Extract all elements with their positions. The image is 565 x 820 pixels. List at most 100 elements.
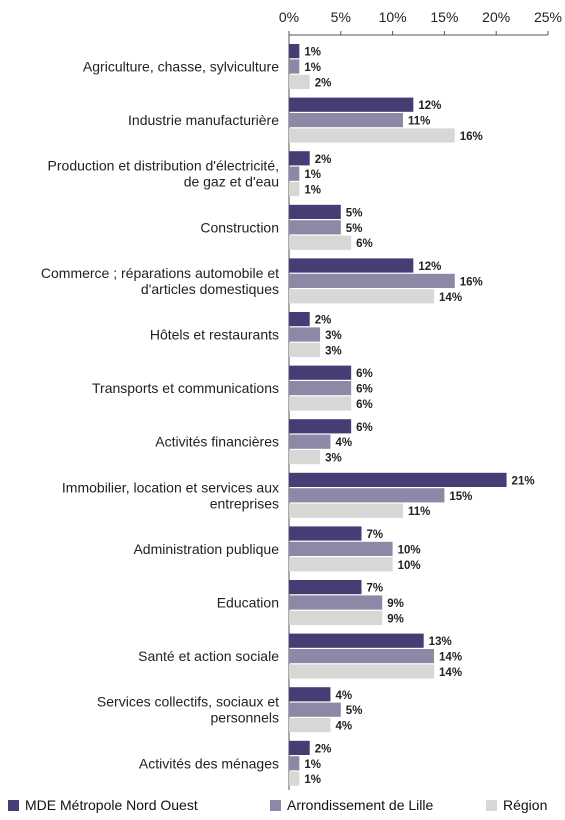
data-label: 9% — [387, 613, 404, 625]
data-label: 13% — [429, 636, 452, 648]
bar — [289, 273, 455, 288]
bar — [289, 204, 341, 219]
bar — [289, 327, 321, 342]
bar — [289, 718, 331, 733]
data-label: 5% — [346, 705, 363, 717]
legend-swatch-region — [486, 799, 497, 811]
category-label: Production et distribution d'électricité… — [48, 158, 279, 174]
bar — [289, 756, 300, 771]
data-label: 4% — [335, 721, 352, 733]
x-tick-label: 5% — [331, 9, 351, 25]
data-label: 12% — [418, 261, 441, 273]
data-label: 15% — [449, 491, 472, 503]
bar — [289, 541, 393, 556]
bar — [289, 702, 341, 717]
bar — [289, 365, 352, 380]
bar — [289, 113, 403, 128]
bar — [289, 472, 507, 487]
bar — [289, 396, 352, 411]
data-label: 11% — [408, 116, 430, 128]
category-label: Activités financières — [155, 434, 279, 450]
bar — [289, 580, 362, 595]
data-label: 2% — [315, 743, 332, 755]
bar — [289, 59, 300, 74]
data-label: 14% — [439, 667, 462, 679]
data-label: 1% — [304, 169, 321, 181]
category-label: Immobilier, location et services aux — [62, 479, 279, 495]
bar — [289, 503, 403, 518]
data-label: 14% — [439, 292, 462, 304]
data-label: 1% — [304, 185, 321, 197]
data-label: 10% — [398, 560, 421, 572]
bar — [289, 633, 424, 648]
legend-item-mde: MDE Métropole Nord Ouest — [8, 797, 198, 813]
bar — [289, 44, 300, 59]
bar — [289, 664, 435, 679]
bar — [289, 381, 352, 396]
data-label: 6% — [356, 238, 373, 250]
category-label: Industrie manufacturière — [128, 112, 279, 128]
data-label: 6% — [356, 368, 373, 380]
legend-item-arrondissement: Arrondissement de Lille — [270, 797, 433, 813]
category-label: Education — [217, 595, 279, 611]
bar — [289, 128, 455, 143]
data-label: 1% — [304, 62, 321, 74]
legend-item-region: Région — [486, 797, 547, 813]
category-label: entreprises — [210, 495, 279, 511]
bar — [289, 771, 300, 786]
data-label: 10% — [398, 544, 421, 556]
data-label: 3% — [325, 345, 342, 357]
data-label: 3% — [325, 330, 342, 342]
data-label: 6% — [356, 422, 373, 434]
legend-label-arrondissement: Arrondissement de Lille — [287, 797, 434, 813]
bar — [289, 488, 445, 503]
category-label: Santé et action sociale — [138, 648, 279, 664]
category-label: Transports et communications — [92, 380, 279, 396]
data-label: 6% — [356, 399, 373, 411]
data-label: 5% — [346, 223, 363, 235]
x-tick-label: 25% — [534, 9, 562, 25]
category-label: Activités des ménages — [139, 755, 279, 771]
bar — [289, 97, 414, 112]
chart-legend: MDE Métropole Nord Ouest Arrondissement … — [8, 797, 558, 815]
data-label: 2% — [315, 154, 332, 166]
data-label: 4% — [335, 690, 352, 702]
category-label: personnels — [211, 710, 280, 726]
bar — [289, 289, 435, 304]
x-tick-label: 0% — [279, 9, 299, 25]
data-label: 14% — [439, 652, 462, 664]
category-label: Agriculture, chasse, sylviculture — [83, 59, 279, 75]
bar — [289, 419, 352, 434]
data-label: 2% — [315, 315, 332, 327]
bar — [289, 649, 435, 664]
bar — [289, 182, 300, 197]
data-label: 16% — [460, 276, 483, 288]
category-label: de gaz et d'eau — [184, 174, 279, 190]
category-label: d'articles domestiques — [141, 281, 279, 297]
data-label: 1% — [304, 759, 321, 771]
bar — [289, 342, 321, 357]
bar — [289, 151, 310, 166]
x-tick-label: 20% — [482, 9, 510, 25]
bar — [289, 74, 310, 89]
bar — [289, 434, 331, 449]
bar — [289, 166, 300, 181]
data-label: 6% — [356, 384, 373, 396]
bar — [289, 610, 383, 625]
data-label: 4% — [335, 437, 352, 449]
x-tick-label: 10% — [379, 9, 407, 25]
bar — [289, 595, 383, 610]
bar — [289, 312, 310, 327]
legend-label-region: Région — [503, 797, 548, 813]
bar-chart: 0% 5% 10% 15% 20% 25% Agriculture, chasse, syl… — [41, 9, 562, 790]
data-label: 7% — [367, 583, 384, 595]
data-label: 12% — [418, 100, 441, 112]
data-label: 16% — [460, 131, 483, 143]
data-label: 11% — [408, 506, 430, 518]
data-label: 5% — [346, 207, 363, 219]
bar — [289, 258, 414, 273]
bar — [289, 450, 321, 465]
legend-swatch-mde — [8, 799, 19, 811]
category-label: Hôtels et restaurants — [150, 327, 279, 343]
category-label: Commerce ; réparations automobile et — [41, 265, 279, 281]
